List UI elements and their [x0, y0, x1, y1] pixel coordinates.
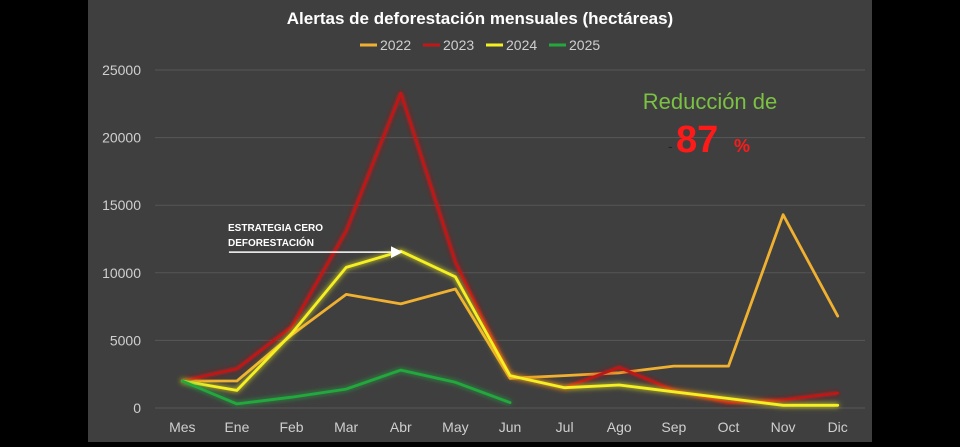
x-tick-label: Sep: [661, 419, 686, 435]
strategy-label-line2: DEFORESTACIÓN: [228, 236, 314, 249]
x-tick-label: Jun: [499, 419, 522, 435]
legend-label-2023: 2023: [443, 37, 474, 53]
legend-label-2025: 2025: [569, 37, 600, 53]
x-tick-label: Abr: [390, 419, 412, 435]
series-line-2025: [180, 368, 512, 406]
x-tick-label: Feb: [279, 419, 303, 435]
x-tick-label: Oct: [718, 419, 740, 435]
y-tick-label: 15000: [102, 197, 141, 213]
reduction-label: Reducción de: [643, 89, 778, 114]
reduction-value: 87: [676, 119, 718, 161]
strategy-annotation: ESTRATEGIA CERO DEFORESTACIÓN: [228, 223, 403, 259]
chart-title: Alertas de deforestación mensuales (hect…: [287, 9, 673, 28]
x-tick-label: Mar: [334, 419, 358, 435]
x-tick-label: Nov: [771, 419, 796, 435]
x-tick-label: Ene: [224, 419, 249, 435]
x-tick-label: Ago: [607, 419, 632, 435]
chart-panel: [88, 0, 872, 442]
y-tick-label: 5000: [110, 332, 141, 348]
reduction-unit: %: [734, 136, 750, 156]
series-line-2024: [180, 249, 840, 407]
series-lines: [180, 91, 840, 407]
y-tick-label: 20000: [102, 130, 141, 146]
y-tick-label: 10000: [102, 265, 141, 281]
reduction-sign: -: [668, 138, 673, 154]
reduction-annotation: Reducción de - 87 %: [643, 89, 778, 161]
x-tick-label: Jul: [556, 419, 574, 435]
x-tick-label: Dic: [828, 419, 848, 435]
strategy-label-line1: ESTRATEGIA CERO: [228, 223, 323, 234]
y-axis-ticks: 0 5000 10000 15000 20000 25000: [102, 62, 141, 416]
y-tick-label: 25000: [102, 62, 141, 78]
legend-label-2022: 2022: [380, 37, 411, 53]
legend: 2022 2023 2024 2025: [360, 37, 600, 53]
y-tick-label: 0: [133, 400, 141, 416]
x-tick-label: Mes: [169, 419, 195, 435]
x-tick-label: May: [442, 419, 468, 435]
legend-label-2024: 2024: [506, 37, 537, 53]
x-axis-ticks: Mes Ene Feb Mar Abr May Jun Jul Ago Sep Oct Nov Dic: [169, 419, 848, 435]
